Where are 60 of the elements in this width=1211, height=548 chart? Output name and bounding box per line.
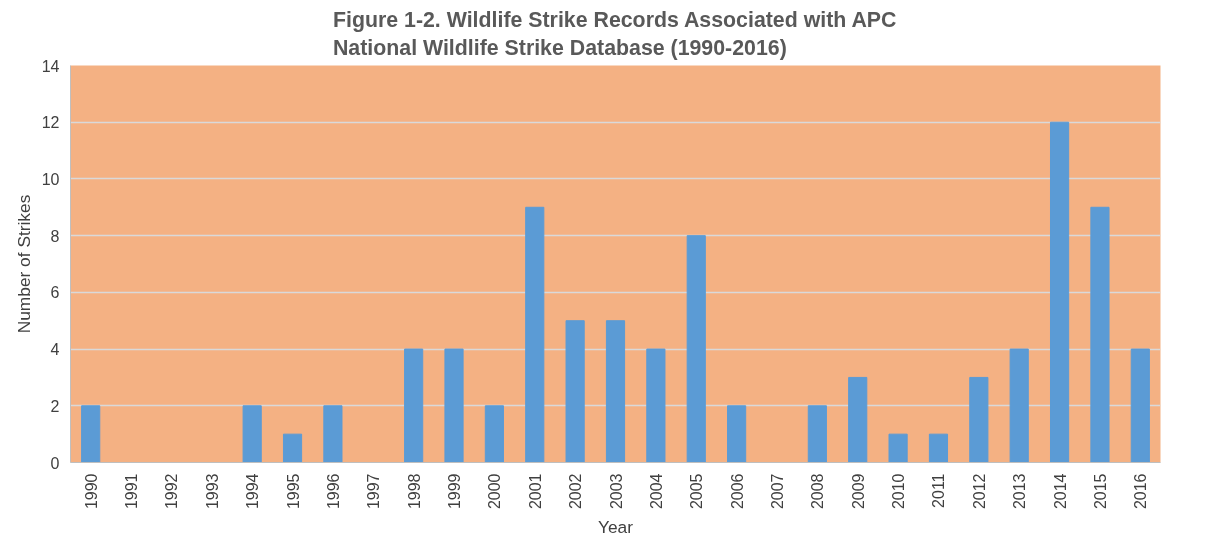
x-tick-label: 2013 (1011, 473, 1029, 510)
bar (848, 376, 868, 463)
x-tick-label: 2015 (1091, 473, 1109, 510)
x-tick-label: 1992 (163, 473, 181, 510)
x-tick-label: 1995 (284, 473, 302, 510)
x-tick-label: 1990 (82, 473, 100, 510)
bar (81, 405, 101, 463)
y-tick-label: 12 (41, 114, 60, 132)
bar (525, 206, 545, 463)
y-tick-label: 10 (41, 170, 60, 188)
bar (1090, 206, 1110, 463)
bar (282, 433, 303, 463)
x-tick-label: 1994 (244, 473, 262, 510)
x-tick-label: 1999 (446, 473, 464, 510)
x-tick-label: 1996 (324, 473, 342, 510)
y-axis-title: Number of Strikes (13, 194, 34, 334)
x-axis-title: Year (597, 517, 634, 538)
x-tick-label: 2004 (647, 473, 665, 510)
bar (928, 433, 949, 463)
y-tick-label: 6 (50, 284, 60, 302)
x-tick-label: 2007 (768, 473, 786, 510)
x-tick-label: 2010 (890, 473, 908, 510)
bar (646, 348, 666, 463)
bar (807, 405, 827, 463)
y-tick-label: 0 (50, 454, 60, 472)
x-tick-label: 2000 (486, 473, 504, 510)
bar (686, 235, 706, 463)
bar (1009, 348, 1029, 463)
x-tick-label: 2005 (688, 473, 706, 510)
x-tick-label: 1997 (365, 473, 383, 510)
bar (323, 405, 343, 463)
x-tick-label: 2001 (526, 473, 544, 510)
bar (1049, 121, 1070, 463)
bar (565, 320, 585, 463)
x-tick-label: 1998 (405, 473, 423, 510)
bar (888, 433, 908, 463)
x-tick-label: 2009 (849, 473, 867, 510)
x-tick-label: 1993 (203, 473, 221, 510)
bar (404, 348, 424, 463)
x-tick-label: 2012 (970, 473, 988, 510)
bar (969, 376, 989, 463)
x-tick-label: 1991 (123, 473, 141, 510)
chart-title: Figure 1-2. Wildlife Strike Records Associated with APC National Wildlife Strike Database (1990-2016) (332, 7, 897, 61)
bar (484, 405, 504, 463)
x-tick-label: 2006 (728, 473, 746, 510)
y-tick-label: 14 (41, 57, 60, 75)
x-tick-label: 2008 (809, 473, 827, 510)
x-tick-label: 2002 (567, 473, 585, 510)
y-tick-label: 4 (50, 341, 60, 359)
y-tick-label: 2 (50, 397, 60, 415)
bar (605, 320, 626, 463)
bar (242, 405, 262, 463)
x-tick-label: 2014 (1051, 473, 1069, 510)
bar (1130, 348, 1150, 463)
y-tick-label: 8 (50, 227, 60, 245)
x-tick-label: 2016 (1132, 473, 1150, 510)
x-tick-label: 2003 (607, 473, 625, 510)
bar (727, 405, 747, 463)
bar (444, 348, 464, 463)
x-tick-label: 2011 (930, 473, 948, 508)
